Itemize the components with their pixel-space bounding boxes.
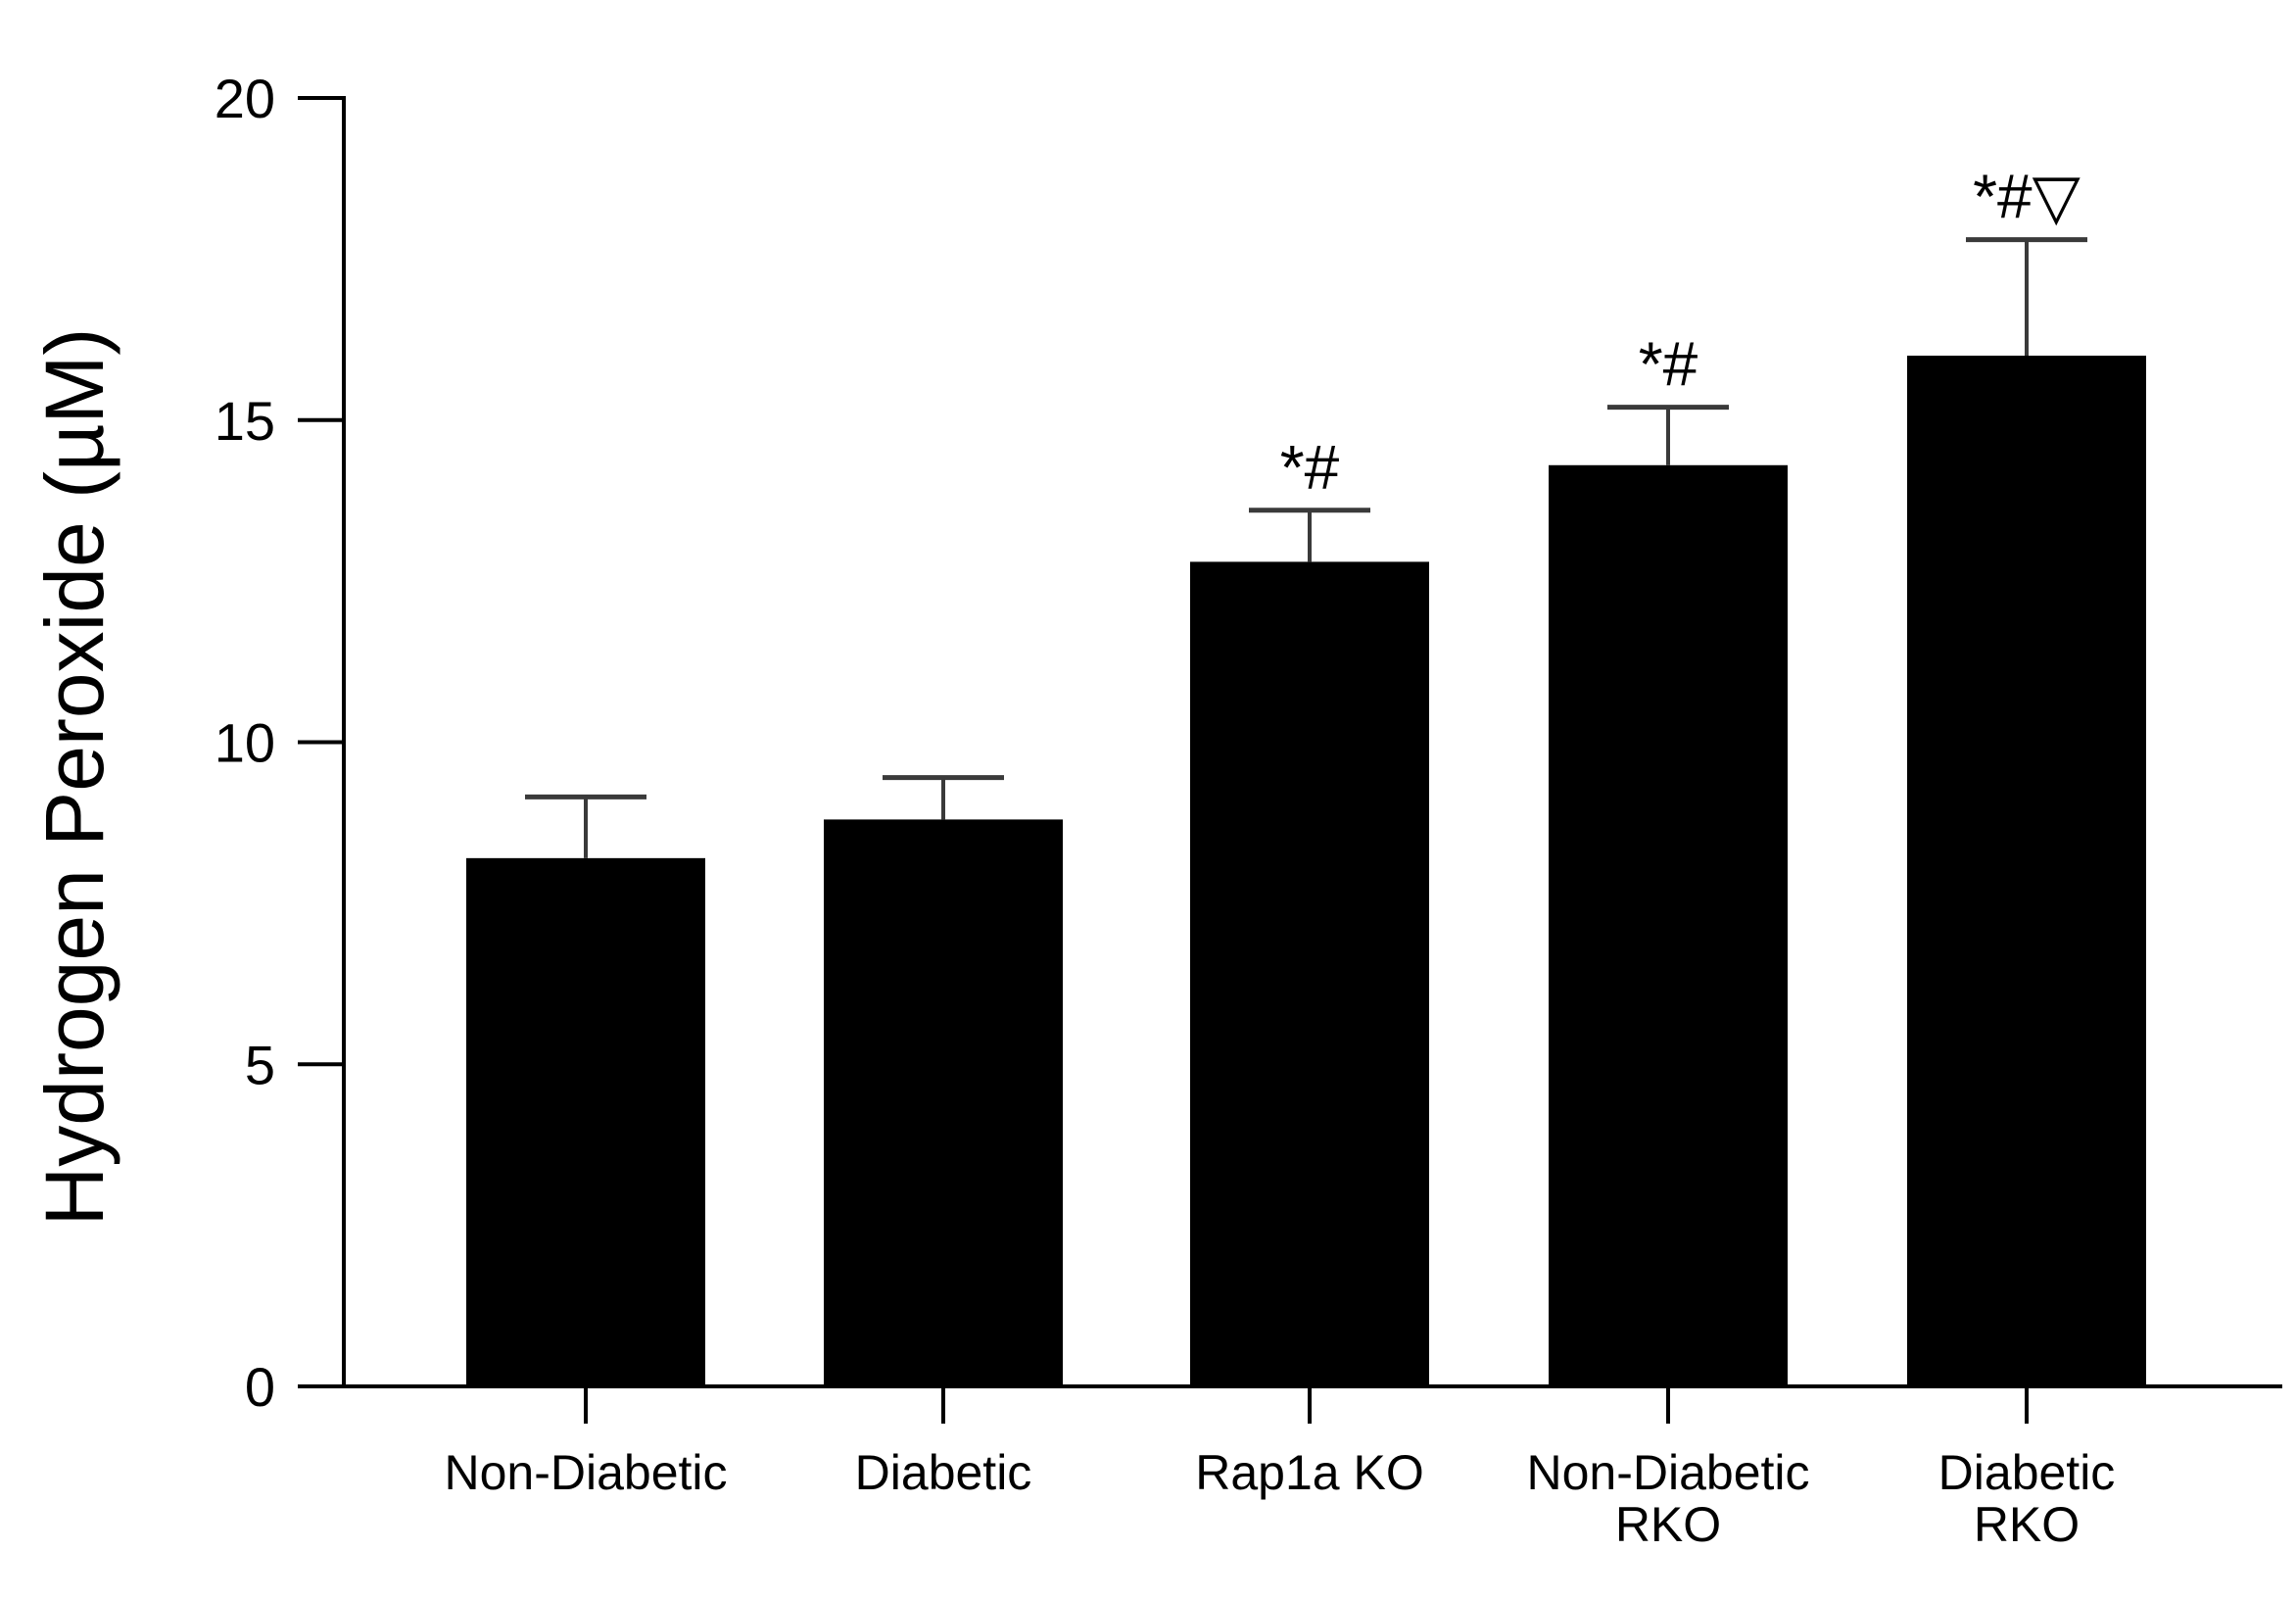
x-tick-label: Non-Diabetic xyxy=(444,1445,727,1500)
bar xyxy=(824,819,1063,1386)
error-bars xyxy=(525,237,2087,858)
y-tick-label: 10 xyxy=(215,712,275,774)
significance-marker: *# xyxy=(1639,329,1698,400)
bar xyxy=(1549,464,1788,1386)
bar xyxy=(1190,561,1429,1386)
x-tick-label: RKO xyxy=(1615,1497,1721,1552)
y-tick-labels: 0 5 10 15 20 xyxy=(215,68,275,1418)
x-tick-label: RKO xyxy=(1974,1497,2080,1552)
y-tick-label: 15 xyxy=(215,390,275,452)
y-tick-label: 20 xyxy=(215,68,275,129)
y-tick-label: 5 xyxy=(245,1034,275,1095)
bar xyxy=(466,857,705,1386)
y-axis-label: Hydrogen Peroxide (µM) xyxy=(28,328,120,1227)
significance-marker: *#▽ xyxy=(1973,162,2081,232)
significance-annotations: *# *# *#▽ xyxy=(1280,162,2081,503)
x-tick-label: Rap1a KO xyxy=(1195,1445,1423,1500)
x-tick-label: Diabetic xyxy=(855,1445,1032,1500)
y-tick-label: 0 xyxy=(245,1356,275,1418)
x-tick-label: Diabetic xyxy=(1938,1445,2116,1500)
x-tick-labels: Non-Diabetic Diabetic Rap1a KO Non-Diabetic… xyxy=(444,1445,2115,1552)
bar xyxy=(1907,356,2146,1386)
bars xyxy=(466,356,2146,1386)
significance-marker: *# xyxy=(1280,432,1340,503)
x-tick-label: Non-Diabetic xyxy=(1526,1445,1809,1500)
